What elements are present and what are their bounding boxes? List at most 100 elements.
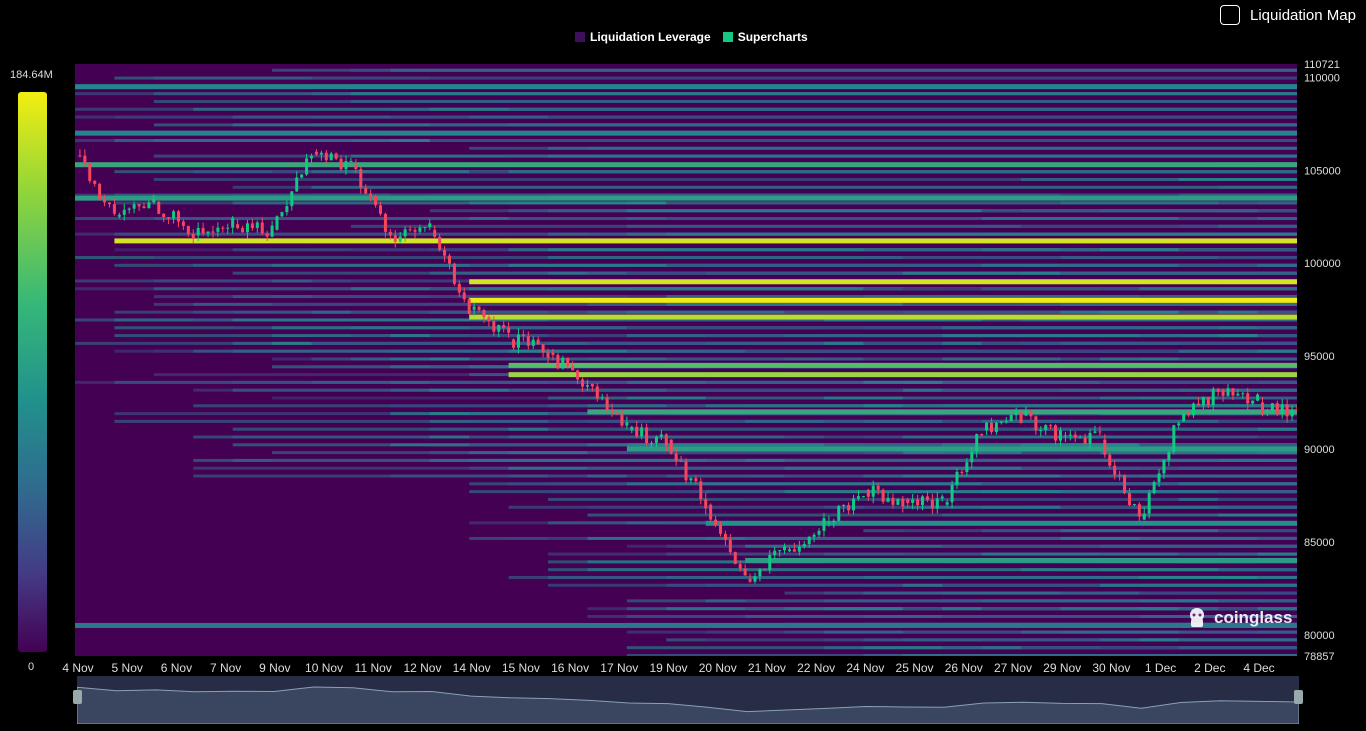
liquidation-level-band [1257, 427, 1297, 431]
x-tick-label: 26 Nov [945, 661, 983, 675]
candle-body [645, 427, 649, 443]
candle-body [117, 214, 121, 217]
candle-body [797, 546, 801, 552]
legend-item-liquidation-leverage[interactable]: Liquidation Leverage [575, 30, 711, 44]
candle-body [1152, 482, 1156, 494]
candle-body [1108, 454, 1112, 466]
candle-body [1093, 431, 1097, 433]
candle-body [1123, 475, 1127, 494]
candle-body [305, 158, 309, 175]
candle-body [778, 550, 782, 552]
liquidation-map-toggle[interactable]: Liquidation Map [1220, 5, 1356, 25]
candle-body [650, 442, 654, 444]
checkbox-icon[interactable] [1220, 5, 1240, 25]
candle-body [664, 434, 668, 446]
liquidation-hot-band [745, 557, 1297, 563]
liquidation-level-band [942, 326, 1297, 330]
x-tick-label: 14 Nov [453, 661, 491, 675]
candle-body [802, 544, 806, 547]
candle-body [423, 227, 427, 229]
candle-body [738, 563, 742, 569]
liquidation-level-band [1099, 380, 1297, 384]
candle-body [1034, 416, 1038, 431]
candle-body [383, 213, 387, 232]
legend-item-supercharts[interactable]: Supercharts [722, 30, 808, 44]
candle-body [817, 530, 821, 535]
candle-body [990, 422, 993, 433]
candle-body [285, 206, 289, 213]
candle-body [625, 422, 629, 426]
range-handle-left[interactable] [73, 690, 82, 704]
candle-body [1014, 412, 1018, 415]
candle-body [270, 225, 274, 237]
candle-body [462, 292, 466, 300]
liquidation-level-band [1139, 443, 1297, 447]
x-tick-label: 1 Dec [1145, 661, 1176, 675]
candle-body [364, 187, 368, 194]
range-handle-right[interactable] [1294, 690, 1303, 704]
candle-body [669, 439, 673, 454]
range-navigator[interactable] [77, 676, 1299, 724]
candle-body [773, 550, 777, 555]
candle-body [1275, 403, 1279, 415]
candle-body [1216, 388, 1220, 392]
liquidation-level-band [548, 154, 1297, 158]
candle-body [871, 485, 875, 497]
candle-body [103, 198, 107, 203]
candle-body [226, 227, 230, 229]
candle-body [901, 498, 905, 507]
liquidation-level-band [153, 178, 1297, 182]
candle-body [98, 183, 102, 199]
candle-body [600, 397, 604, 399]
candle-body [245, 223, 249, 233]
liquidation-level-band [1099, 544, 1297, 548]
liquidation-level-band [1257, 552, 1297, 556]
liquidation-level-band [508, 123, 1297, 127]
liquidation-level-band [1257, 536, 1297, 540]
candle-body [1019, 412, 1023, 424]
liquidation-level-band [1218, 185, 1297, 189]
candle-body [822, 518, 826, 531]
liquidation-level-band [1099, 256, 1297, 260]
liquidation-level-band [1060, 529, 1297, 533]
candle-body [896, 498, 900, 505]
colorbar-min-label: 0 [28, 661, 35, 673]
liquidation-level-band [390, 68, 1297, 72]
liquidation-level-band [1178, 435, 1297, 439]
liquidation-level-band [1178, 193, 1297, 197]
candle-body [408, 229, 412, 231]
candle-body [186, 225, 190, 234]
candle-body [1098, 431, 1102, 433]
liquidation-level-band [1218, 575, 1297, 579]
liquidation-level-band [1139, 295, 1297, 299]
candle-body [916, 499, 920, 506]
liquidation-level-band [1218, 490, 1297, 494]
candle-body [1049, 425, 1053, 427]
candle-body [921, 496, 925, 506]
candle-body [590, 383, 594, 387]
liquidation-hot-band [626, 446, 1297, 452]
y-tick-label: 80000 [1304, 630, 1335, 642]
liquidation-level-band [666, 201, 1297, 205]
x-tick-label: 4 Dec [1243, 661, 1274, 675]
x-tick-label: 9 Nov [259, 661, 290, 675]
candle-body [965, 462, 969, 473]
candle-body [255, 222, 259, 229]
candle-body [718, 524, 722, 534]
legend-label: Supercharts [737, 30, 808, 44]
liquidation-level-band [587, 170, 1297, 174]
candle-body [945, 502, 949, 505]
candle-body [1009, 414, 1013, 422]
colorbar-max-label: 184.64M [10, 69, 53, 81]
liquidation-level-band [1257, 380, 1297, 384]
liquidation-level-band [784, 497, 1297, 501]
candle-body [1147, 493, 1151, 514]
candle-body [1206, 397, 1210, 406]
liquidation-level-band [1060, 302, 1297, 306]
liquidation-level-band [548, 427, 1297, 431]
liquidation-hot-band [75, 84, 1297, 90]
candle-body [546, 352, 550, 358]
candle-body [866, 489, 870, 497]
candle-body [1004, 421, 1008, 423]
